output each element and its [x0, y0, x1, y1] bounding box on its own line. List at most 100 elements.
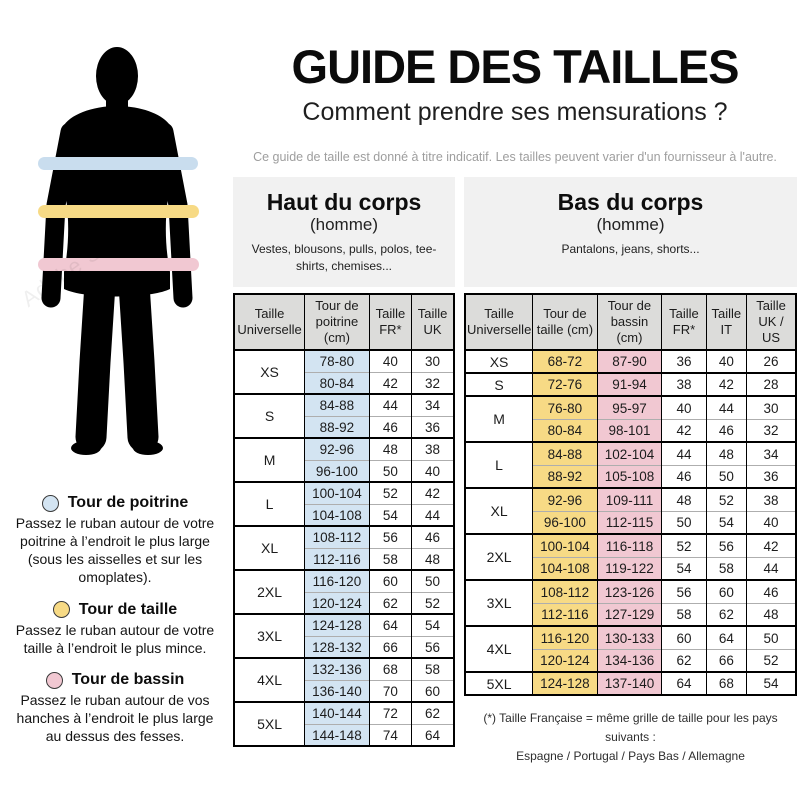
table-row: 4XL 116-120 130-133 60 64 50 — [464, 625, 796, 673]
value-cell: 116-120 — [532, 625, 598, 650]
value-cell: 42 — [411, 481, 454, 505]
table-row: 80-84 42 32 — [234, 371, 454, 395]
value-cell: 46 — [368, 415, 412, 439]
value-cell: 104-108 — [304, 503, 370, 527]
panel-description: Pantalons, jeans, shorts... — [561, 242, 700, 257]
value-cell: 36 — [661, 349, 707, 374]
value-cell: 42 — [705, 372, 747, 397]
value-cell: 127-129 — [596, 602, 662, 627]
table-row: XL 92-96 109-111 48 52 38 — [464, 487, 796, 535]
value-cell: 52 — [411, 591, 454, 615]
value-cell: 34 — [411, 393, 454, 417]
value-cell: 136-140 — [304, 679, 370, 703]
value-cell: 44 — [746, 556, 796, 581]
value-cell: 80-84 — [304, 371, 370, 395]
table-row: 128-132 66 56 — [234, 635, 454, 659]
table-row: 3XL 124-128 64 54 — [233, 613, 454, 659]
size-cell: XS — [464, 349, 533, 374]
column-header: Taille Universelle — [233, 294, 305, 352]
value-cell: 124-128 — [532, 671, 598, 696]
size-cell: L — [464, 441, 533, 489]
value-cell: 123-126 — [596, 579, 662, 604]
value-cell: 32 — [411, 371, 454, 395]
value-cell: 42 — [368, 371, 412, 395]
value-cell: 68 — [368, 657, 412, 681]
table-row: 104-108 119-122 54 58 44 — [465, 556, 796, 581]
legend-color-dot-icon — [52, 601, 70, 619]
lower-body-size-table: Taille Universelle Tour de taille (cm) Tou… — [464, 293, 797, 697]
value-cell: 116-118 — [596, 533, 662, 558]
value-cell: 124-128 — [304, 613, 370, 637]
value-cell: 36 — [746, 464, 796, 489]
column-header: Taille FR* — [661, 294, 707, 352]
value-cell: 96-100 — [532, 510, 598, 535]
size-cell: M — [464, 395, 533, 443]
value-cell: 92-96 — [304, 437, 370, 461]
value-cell: 52 — [661, 533, 707, 558]
column-header: Taille UK — [411, 294, 454, 352]
size-cell: 4XL — [233, 657, 305, 703]
value-cell: 58 — [411, 657, 454, 681]
value-cell: 74 — [368, 723, 412, 747]
footnote-line: (*) Taille Française = même grille de ta… — [483, 711, 778, 744]
value-cell: 58 — [368, 547, 412, 571]
measurement-legend: Tour de poitrine Passez le ruban autour d… — [0, 494, 230, 746]
value-cell: 109-111 — [596, 487, 662, 512]
value-cell: 64 — [368, 613, 412, 637]
legend-title: Tour de taille — [78, 600, 178, 618]
legend-title-row: Tour de taille — [13, 601, 217, 619]
value-cell: 52 — [746, 648, 796, 673]
value-cell: 36 — [411, 415, 454, 439]
value-cell: 60 — [661, 625, 707, 650]
value-cell: 40 — [661, 395, 707, 420]
value-cell: 54 — [705, 510, 747, 535]
table-row: L 100-104 52 42 — [233, 481, 454, 527]
waist-band — [38, 205, 199, 218]
panel-description: Vestes, blousons, pulls, polos, tee-shir… — [251, 242, 437, 274]
value-cell: 137-140 — [596, 671, 662, 696]
panel-subtitle: (homme) — [596, 215, 665, 235]
table-row: 2XL 100-104 116-118 52 56 42 — [464, 533, 796, 581]
value-cell: 76-80 — [532, 395, 598, 420]
value-cell: 40 — [368, 349, 412, 373]
column-header: Tour de bassin (cm) — [596, 294, 662, 352]
value-cell: 62 — [411, 701, 454, 725]
value-cell: 46 — [705, 418, 747, 443]
value-cell: 28 — [746, 372, 796, 397]
column-header: Tour de taille (cm) — [532, 294, 598, 352]
value-cell: 50 — [661, 510, 707, 535]
value-cell: 84-88 — [532, 441, 598, 466]
value-cell: 56 — [411, 635, 454, 659]
value-cell: 120-124 — [532, 648, 598, 673]
value-cell: 42 — [661, 418, 707, 443]
value-cell: 48 — [661, 487, 707, 512]
value-cell: 42 — [746, 533, 796, 558]
value-cell: 91-94 — [596, 372, 662, 397]
size-cell: XL — [233, 525, 305, 571]
size-cell: 3XL — [464, 579, 533, 627]
value-cell: 62 — [661, 648, 707, 673]
column-header: Taille FR* — [368, 294, 412, 352]
legend-title-row: Tour de poitrine — [13, 494, 217, 512]
size-cell: 2XL — [233, 569, 305, 615]
value-cell: 58 — [661, 602, 707, 627]
value-cell: 130-133 — [596, 625, 662, 650]
value-cell: 56 — [368, 525, 412, 549]
value-cell: 64 — [705, 625, 747, 650]
table-row: 96-100 112-115 50 54 40 — [465, 510, 796, 535]
value-cell: 66 — [368, 635, 412, 659]
value-cell: 48 — [368, 437, 412, 461]
value-cell: 30 — [411, 349, 454, 373]
header-row: Taille Universelle Tour de poitrine (cm) T… — [233, 294, 454, 352]
legend-description: Passez le ruban autour de vos hanches à … — [16, 692, 214, 745]
chest-band — [38, 157, 198, 170]
header-row: Taille Universelle Tour de taille (cm) Tou… — [464, 294, 796, 352]
value-cell: 96-100 — [304, 459, 370, 483]
table-row: S 72-76 91-94 38 42 28 — [464, 372, 796, 397]
table-row: XS 68-72 87-90 36 40 26 — [464, 349, 796, 374]
value-cell: 88-92 — [304, 415, 370, 439]
value-cell: 62 — [705, 602, 747, 627]
table-row: 112-116 58 48 — [234, 547, 454, 571]
size-cell: XL — [464, 487, 533, 535]
